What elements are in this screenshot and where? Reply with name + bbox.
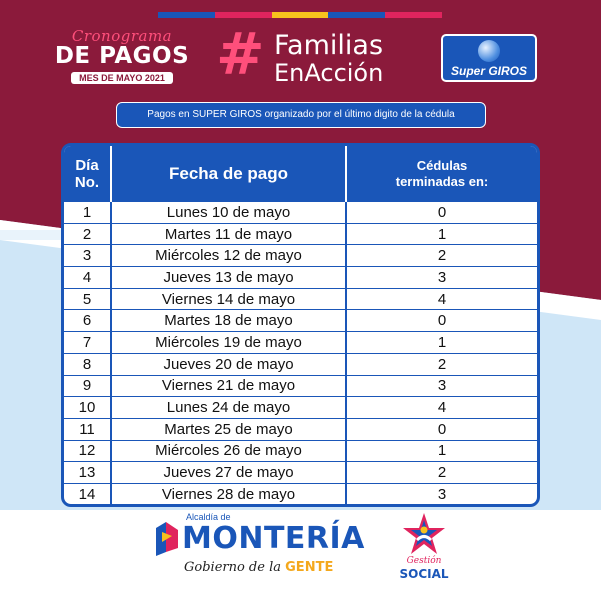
dia-cell: 11: [79, 420, 95, 438]
table-row: 8 Jueves 20 de mayo 2: [64, 354, 537, 376]
table-row: 6 Martes 18 de mayo 0: [64, 310, 537, 333]
digito-cell: 0: [437, 203, 447, 221]
digito-cell: 1: [437, 225, 447, 243]
dia-cell: 7: [82, 333, 92, 351]
de-pagos-title: DE PAGOS: [54, 43, 190, 69]
color-strip-segment: [328, 12, 386, 18]
table-row: 10 Lunes 24 de mayo 4: [64, 397, 537, 419]
dia-cell: 13: [78, 464, 96, 482]
hashtag-icon: #: [216, 20, 265, 88]
familias-en-accion-logo: # Familias EnAcción: [216, 24, 406, 87]
fecha-cell: Miércoles 12 de mayo: [155, 247, 302, 265]
fecha-cell: Martes 25 de mayo: [164, 420, 293, 438]
table-row: 5 Viernes 14 de mayo 4: [64, 289, 537, 311]
fecha-cell: Jueves 27 de mayo: [163, 464, 294, 482]
gestion-text: Gestión: [406, 556, 442, 566]
fecha-cell: Viernes 14 de mayo: [161, 290, 296, 308]
gente-text: GENTE: [285, 560, 334, 575]
supergiros-text: Super GIROS: [450, 64, 527, 78]
color-strip: [158, 12, 442, 18]
digito-cell: 3: [437, 486, 447, 504]
fecha-cell: Viernes 28 de mayo: [161, 486, 296, 504]
table-body: 1 Lunes 10 de mayo 0 2 Martes 11 de mayo 1 3 Mi…: [64, 202, 537, 504]
header-dia: Día No.: [64, 146, 110, 202]
alcaldia-label: Alcaldía de: [186, 512, 231, 522]
color-strip-segment: [271, 12, 329, 18]
digito-cell: 0: [437, 312, 447, 330]
fecha-cell: Viernes 21 de mayo: [161, 377, 296, 395]
digito-cell: 4: [437, 399, 447, 417]
flag-icon: [156, 522, 178, 556]
dia-cell: 2: [82, 225, 92, 243]
familias-line2: EnAcción: [274, 59, 384, 87]
color-strip-segment: [214, 12, 272, 18]
familias-line1: Familias: [274, 30, 384, 61]
globe-icon: [478, 40, 500, 62]
gestion-social-logo: Gestión SOCIAL: [392, 512, 456, 584]
fecha-cell: Miércoles 26 de mayo: [155, 442, 302, 460]
dia-cell: 6: [82, 312, 92, 330]
digito-cell: 2: [437, 355, 447, 373]
header-cedulas: Cédulas terminadas en:: [347, 146, 537, 202]
table-row: 4 Jueves 13 de mayo 3: [64, 267, 537, 289]
digito-cell: 3: [437, 268, 447, 286]
digito-cell: 3: [437, 377, 447, 395]
header-cedulas-line2: terminadas en:: [395, 174, 489, 189]
color-strip-segment: [385, 12, 442, 18]
header-dia-line2: No.: [74, 174, 100, 191]
subtitle-banner: Pagos en SUPER GIROS organizado por el ú…: [116, 102, 486, 128]
dia-cell: 3: [82, 247, 92, 265]
fecha-cell: Martes 18 de mayo: [164, 312, 293, 330]
fecha-cell: Jueves 20 de mayo: [163, 355, 294, 373]
table-header: Día No. Fecha de pago Cédulas terminadas…: [64, 146, 537, 202]
monteria-title: MONTERÍA: [182, 521, 365, 556]
digito-cell: 2: [437, 464, 447, 482]
header-fecha: Fecha de pago: [168, 164, 289, 183]
digito-cell: 1: [437, 442, 447, 460]
table-row: 9 Viernes 21 de mayo 3: [64, 376, 537, 398]
table-row: 12 Miércoles 26 de mayo 1: [64, 441, 537, 463]
digito-cell: 0: [437, 420, 447, 438]
table-row: 7 Miércoles 19 de mayo 1: [64, 332, 537, 354]
alcaldia-monteria-logo: Alcaldía de MONTERÍA Gobierno de la GENT…: [148, 512, 364, 584]
fecha-cell: Lunes 24 de mayo: [166, 399, 291, 417]
supergiros-logo: Super GIROS: [441, 34, 537, 82]
header-divider: [345, 146, 347, 202]
month-badge: MES DE MAYO 2021: [71, 72, 173, 84]
dia-cell: 5: [82, 290, 92, 308]
header-divider: [110, 146, 112, 202]
dia-cell: 1: [82, 203, 92, 221]
dia-cell: 14: [78, 486, 96, 504]
table-row: 13 Jueves 27 de mayo 2: [64, 462, 537, 484]
fecha-cell: Lunes 10 de mayo: [166, 203, 291, 221]
fecha-cell: Jueves 13 de mayo: [163, 268, 294, 286]
fecha-cell: Martes 11 de mayo: [164, 225, 293, 243]
social-text: SOCIAL: [399, 567, 449, 581]
digito-cell: 2: [437, 247, 447, 265]
table-row: 1 Lunes 10 de mayo 0: [64, 202, 537, 224]
dia-cell: 8: [82, 355, 92, 373]
table-row: 2 Martes 11 de mayo 1: [64, 224, 537, 246]
digito-cell: 1: [437, 333, 447, 351]
dia-cell: 12: [78, 442, 96, 460]
header-dia-line1: Día: [75, 157, 99, 174]
dia-cell: 10: [78, 399, 96, 417]
digito-cell: 4: [437, 290, 447, 308]
star-person-icon: [403, 513, 445, 554]
header-cedulas-line1: Cédulas: [416, 158, 468, 173]
table-row: 14 Viernes 28 de mayo 3: [64, 484, 537, 504]
dia-cell: 4: [82, 268, 92, 286]
gobierno-text: Gobierno de la: [184, 560, 281, 575]
gobierno-slogan: Gobierno de la GENTE: [184, 560, 333, 575]
cronograma-script: Cronograma: [71, 27, 173, 45]
table-row: 3 Miércoles 12 de mayo 2: [64, 245, 537, 268]
fecha-cell: Miércoles 19 de mayo: [155, 333, 302, 351]
table-row: 11 Martes 25 de mayo 0: [64, 419, 537, 441]
dia-cell: 9: [82, 377, 92, 395]
payment-schedule-table: Día No. Fecha de pago Cédulas terminadas…: [61, 143, 540, 507]
cronograma-logo: Cronograma DE PAGOS MES DE MAYO 2021: [52, 28, 192, 86]
color-strip-segment: [158, 12, 215, 18]
